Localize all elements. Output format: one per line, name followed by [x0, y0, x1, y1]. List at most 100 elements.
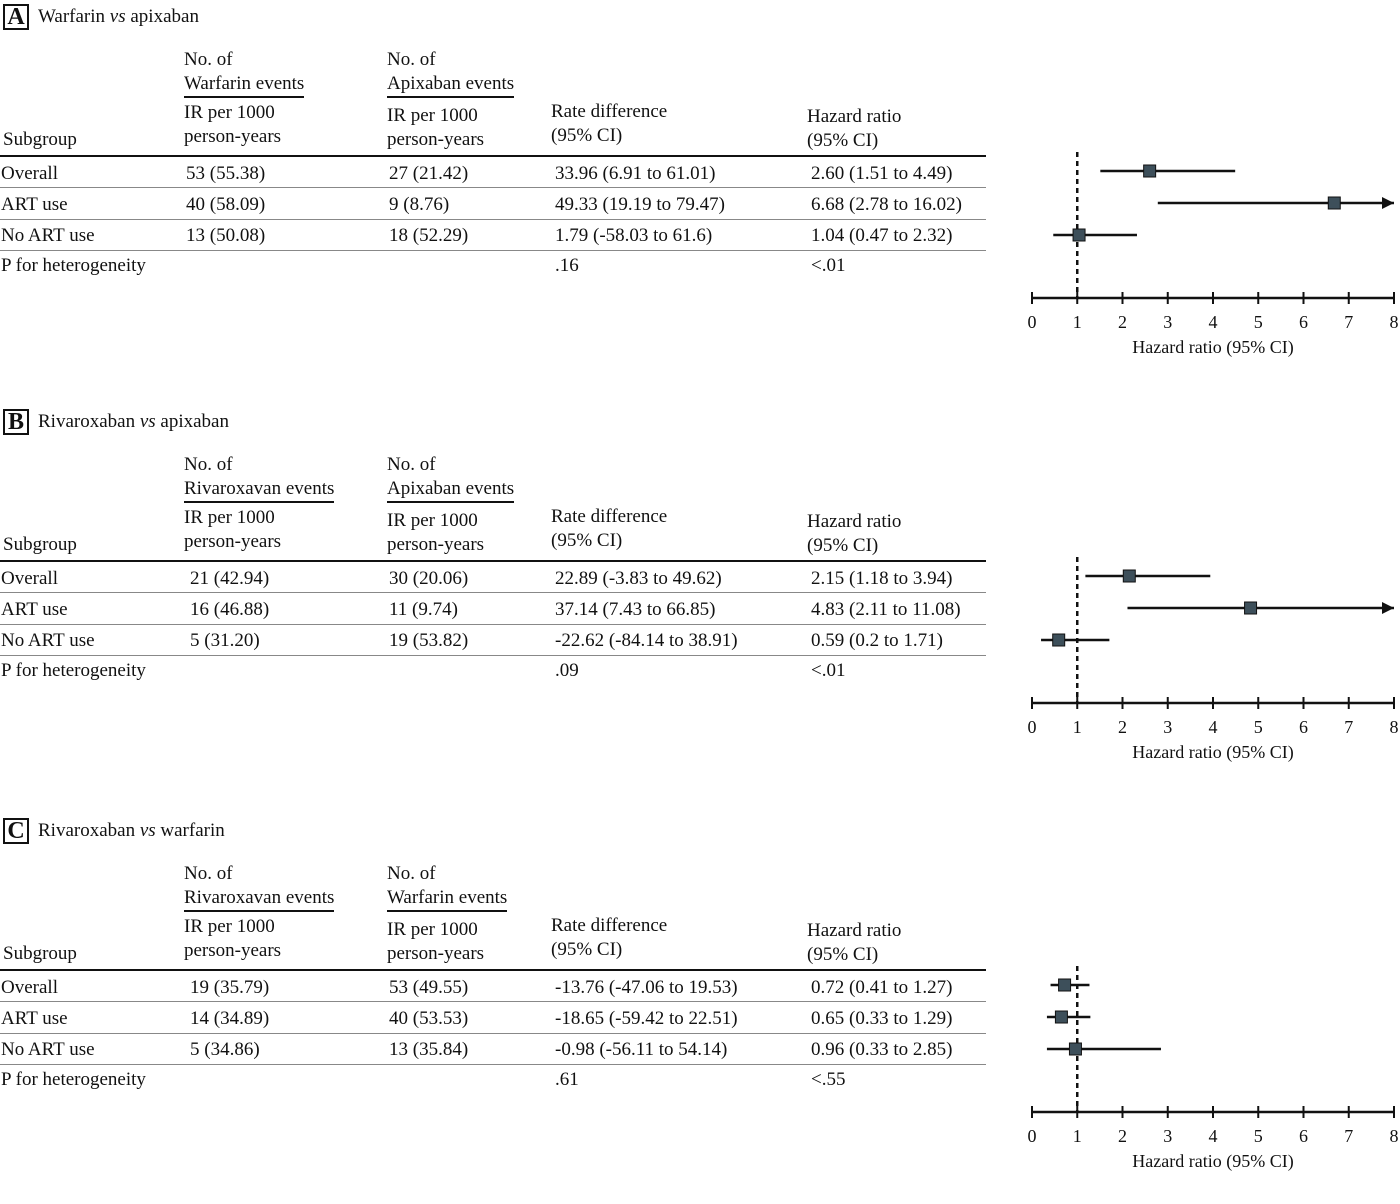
hazard-ratio-value: 6.68 (2.78 to 16.02) — [811, 194, 962, 215]
table-rule — [0, 155, 986, 157]
col1-header-events: Rivaroxavan events — [184, 886, 335, 912]
col2-header-events: Apixaban events — [387, 477, 515, 503]
col1-value: 5 (31.20) — [190, 630, 260, 651]
x-tick-label: 6 — [1299, 312, 1308, 332]
col1-value: 53 (55.38) — [186, 163, 266, 184]
table-rule — [0, 969, 986, 971]
row-label: No ART use — [1, 225, 95, 246]
col-header-subgroup: Subgroup — [3, 943, 77, 964]
x-tick-label: 7 — [1344, 1126, 1353, 1146]
table-rule — [0, 624, 986, 625]
hazard-ratio-value: 2.15 (1.18 to 3.94) — [811, 568, 953, 589]
x-tick-label: 4 — [1209, 717, 1218, 737]
row-label: Overall — [1, 977, 58, 998]
col2-header-top: No. of — [387, 863, 436, 884]
point-estimate-marker — [1072, 228, 1086, 242]
panel-header: B Rivaroxaban vs apixaban — [3, 409, 229, 435]
hazard-ratio-value: 0.65 (0.33 to 1.29) — [811, 1008, 953, 1029]
col1-header-ir-unit: person-years — [184, 126, 282, 147]
point-estimate-marker — [1068, 1042, 1082, 1056]
row-label: Overall — [1, 163, 58, 184]
row-label: P for heterogeneity — [1, 660, 146, 681]
hazard-ratio-value: 0.59 (0.2 to 1.71) — [811, 630, 943, 651]
col2-value: 9 (8.76) — [389, 194, 450, 215]
x-tick-label: 3 — [1163, 312, 1172, 332]
hazard-ratio-value: 2.60 (1.51 to 4.49) — [811, 163, 953, 184]
x-tick-label: 0 — [1028, 1126, 1037, 1146]
col2-header-ir: IR per 1000 — [387, 105, 478, 126]
col1-header-ir: IR per 1000 — [184, 916, 275, 937]
forest-plot: 0 1 2 3 4 5 6 7 8 Hazard ratio (95% CI) — [1028, 152, 1399, 358]
col1-value: 5 (34.86) — [190, 1039, 260, 1060]
x-tick-label: 2 — [1118, 717, 1127, 737]
x-tick-label: 1 — [1073, 717, 1082, 737]
rate-difference-value: -0.98 (-56.11 to 54.14) — [555, 1039, 728, 1060]
panel-c: C Rivaroxaban vs warfarin Subgroup No. of Ri… — [0, 814, 1400, 1204]
col2-value: 19 (53.82) — [389, 630, 469, 651]
col2-value: 13 (35.84) — [389, 1039, 469, 1060]
x-tick-label: 4 — [1209, 1126, 1218, 1146]
col2-header-ir: IR per 1000 — [387, 510, 478, 531]
hazard-ratio-value: 4.83 (2.11 to 11.08) — [811, 599, 961, 620]
rate-difference-value: .61 — [555, 1069, 579, 1090]
title-drug-b: warfarin — [160, 820, 225, 841]
hazard-ratio-value: <.55 — [811, 1069, 846, 1090]
title-vs: vs — [139, 820, 156, 841]
panel-a: A Warfarin vs apixaban Subgroup No. of Warfa… — [0, 0, 1400, 390]
col1-header-top: No. of — [184, 49, 233, 70]
row-label: P for heterogeneity — [1, 255, 146, 276]
rate-difference-value: .09 — [555, 660, 579, 681]
rate-difference-value: -13.76 (-47.06 to 19.53) — [555, 977, 738, 998]
row-label: ART use — [1, 1008, 68, 1029]
x-tick-label: 4 — [1209, 312, 1218, 332]
x-axis-label: Hazard ratio (95% CI) — [1132, 1151, 1293, 1172]
col2-header-ir: IR per 1000 — [387, 919, 478, 940]
col1-header-events: Rivaroxavan events — [184, 477, 335, 503]
hazard-ratio-value: <.01 — [811, 660, 846, 681]
hazard-ratio-ci-header: (95% CI) — [807, 130, 879, 151]
x-tick-label: 8 — [1390, 1126, 1399, 1146]
col1-value: 19 (35.79) — [190, 977, 270, 998]
col1-header-ir: IR per 1000 — [184, 102, 275, 123]
rate-difference-ci-header: (95% CI) — [551, 125, 623, 146]
rate-difference-value: -22.62 (-84.14 to 38.91) — [555, 630, 738, 651]
table-rule — [0, 250, 986, 251]
rate-difference-header: Rate difference — [551, 915, 668, 936]
rate-difference-value: .16 — [555, 255, 579, 276]
row-label: No ART use — [1, 1039, 95, 1060]
table-rule — [0, 1033, 986, 1034]
col2-value: 18 (52.29) — [389, 225, 469, 246]
rate-difference-value: 37.14 (7.43 to 66.85) — [555, 599, 716, 620]
ci-arrow — [1382, 197, 1394, 209]
panel-b: B Rivaroxaban vs apixaban Subgroup No. of Ri… — [0, 405, 1400, 795]
col1-header-ir: IR per 1000 — [184, 507, 275, 528]
table-rule — [0, 560, 986, 562]
col2-value: 30 (20.06) — [389, 568, 469, 589]
panel-letter: C — [3, 818, 29, 844]
title-vs: vs — [139, 411, 156, 432]
x-tick-label: 7 — [1344, 717, 1353, 737]
hazard-ratio-header: Hazard ratio — [807, 106, 902, 127]
point-estimate-marker — [1058, 978, 1072, 992]
x-tick-label: 6 — [1299, 717, 1308, 737]
x-tick-label: 2 — [1118, 312, 1127, 332]
title-drug-a: Warfarin — [38, 6, 106, 27]
x-tick-label: 3 — [1163, 717, 1172, 737]
col-header-subgroup: Subgroup — [3, 534, 77, 555]
x-tick-label: 5 — [1254, 312, 1263, 332]
x-tick-label: 8 — [1390, 717, 1399, 737]
col1-value: 21 (42.94) — [190, 568, 270, 589]
col2-value: 27 (21.42) — [389, 163, 469, 184]
x-tick-label: 5 — [1254, 717, 1263, 737]
title-drug-a: Rivaroxaban — [38, 411, 136, 432]
panel-letter: B — [3, 409, 29, 435]
rate-difference-value: 1.79 (-58.03 to 61.6) — [555, 225, 713, 246]
panel-title: Warfarin vs apixaban — [38, 6, 199, 28]
rate-difference-value: 22.89 (-3.83 to 49.62) — [555, 568, 722, 589]
row-label: ART use — [1, 194, 68, 215]
x-tick-label: 0 — [1028, 312, 1037, 332]
forest-plot: 0 1 2 3 4 5 6 7 8 Hazard ratio (95% CI) — [1028, 966, 1399, 1172]
table-rule — [0, 219, 986, 220]
col2-header-ir-unit: person-years — [387, 534, 485, 555]
table-rule — [0, 655, 986, 656]
